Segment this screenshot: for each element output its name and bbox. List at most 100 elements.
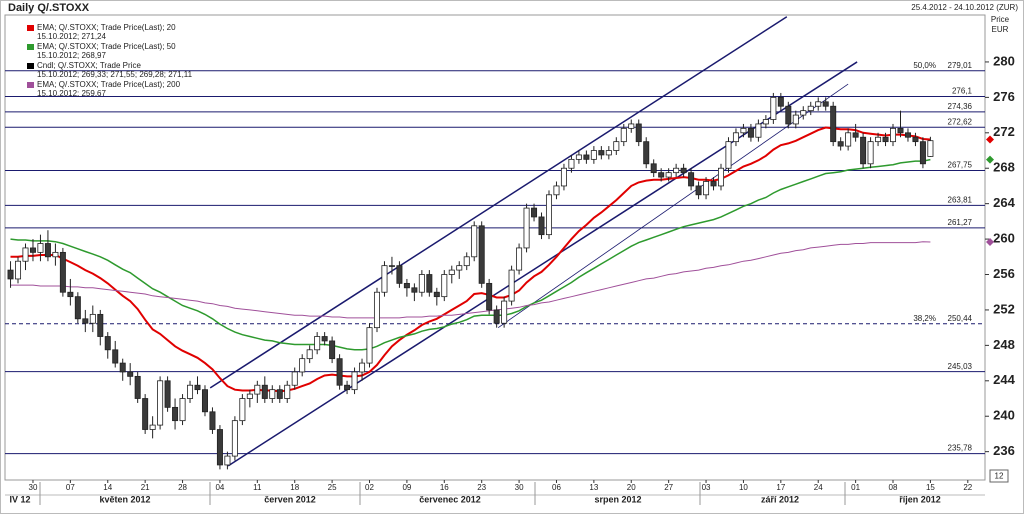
level-label: 250,44 bbox=[948, 314, 973, 323]
candle-body bbox=[231, 420, 238, 457]
x-tick-label: 11 bbox=[253, 483, 262, 492]
y-tick-label: 248 bbox=[993, 337, 1015, 352]
candle-body bbox=[426, 274, 433, 293]
y-tick-label: 244 bbox=[993, 372, 1015, 387]
candle-body bbox=[725, 141, 732, 169]
candle-body bbox=[665, 172, 672, 178]
level-label: 279,01 bbox=[948, 61, 973, 70]
candle-body bbox=[299, 358, 306, 373]
level-label: 274,36 bbox=[948, 102, 973, 111]
level-note: 38,2% bbox=[913, 314, 936, 323]
candle-body bbox=[209, 411, 216, 430]
legend-name: EMA; Q/.STOXX; Trade Price(Last); 50 bbox=[37, 42, 176, 51]
candle-body bbox=[673, 167, 680, 174]
candle-body bbox=[531, 207, 538, 218]
candle-body bbox=[97, 313, 104, 337]
candle-body bbox=[74, 296, 81, 320]
candle-body bbox=[613, 141, 620, 151]
x-tick-label: 18 bbox=[290, 483, 299, 492]
y-label: EUR bbox=[992, 25, 1009, 34]
legend-name: EMA; Q/.STOXX; Trade Price(Last); 20 bbox=[37, 23, 176, 32]
corner-box bbox=[989, 469, 1009, 483]
plot-border bbox=[4, 14, 986, 481]
y-tick-label: 280 bbox=[993, 53, 1015, 68]
month-label: červenec 2012 bbox=[419, 494, 481, 504]
candle-body bbox=[44, 243, 51, 258]
x-tick-label: 08 bbox=[889, 483, 898, 492]
y-tick-label: 264 bbox=[993, 195, 1015, 210]
candle-body bbox=[650, 163, 657, 174]
candle-body bbox=[516, 247, 523, 271]
candle-body bbox=[523, 207, 530, 249]
candle-body bbox=[875, 136, 882, 143]
candle-body bbox=[807, 105, 814, 112]
ema-line bbox=[10, 241, 931, 319]
month-label: říjen 2012 bbox=[899, 494, 941, 504]
candle-body bbox=[493, 309, 500, 324]
candle-body bbox=[89, 313, 96, 324]
candle-body bbox=[149, 424, 156, 430]
legend-detail: 15.10.2012; 268,97 bbox=[37, 51, 107, 60]
candle-body bbox=[890, 127, 897, 143]
candle-body bbox=[703, 181, 710, 196]
level-label: 235,78 bbox=[948, 444, 973, 453]
candle-body bbox=[441, 274, 448, 298]
candle-body bbox=[792, 114, 799, 125]
x-tick-label: 14 bbox=[103, 483, 112, 492]
candle-body bbox=[291, 371, 298, 386]
x-tick-label: 30 bbox=[29, 483, 38, 492]
candle-body bbox=[239, 398, 246, 422]
candle-body bbox=[359, 362, 366, 373]
month-label: září 2012 bbox=[761, 494, 799, 504]
x-tick-label: 28 bbox=[178, 483, 187, 492]
candle-body bbox=[815, 101, 822, 107]
level-label: 272,62 bbox=[948, 117, 973, 126]
candle-body bbox=[643, 141, 650, 165]
candle-body bbox=[635, 123, 642, 143]
x-tick-label: 15 bbox=[926, 483, 935, 492]
candle-body bbox=[695, 185, 702, 196]
x-tick-label: 25 bbox=[328, 483, 337, 492]
date-range: 25.4.2012 - 24.10.2012 (ZUR) bbox=[911, 3, 1018, 12]
y-tick-label: 236 bbox=[993, 443, 1015, 458]
candle-body bbox=[388, 265, 395, 267]
candle-body bbox=[800, 110, 807, 116]
legend-detail: 15.10.2012; 269,33; 271,55; 269,28; 271,… bbox=[37, 70, 193, 79]
legend-name: EMA; Q/.STOXX; Trade Price(Last); 200 bbox=[37, 80, 181, 89]
x-tick-label: 04 bbox=[215, 483, 224, 492]
candle-body bbox=[142, 398, 149, 430]
legend-name: Cndl; Q/.STOXX; Trade Price bbox=[37, 61, 141, 70]
candle-body bbox=[508, 269, 515, 302]
candle-body bbox=[605, 150, 612, 156]
candle-body bbox=[306, 349, 313, 360]
x-tick-label: 23 bbox=[477, 483, 486, 492]
level-label: 261,27 bbox=[948, 218, 973, 227]
candle-body bbox=[269, 389, 276, 399]
x-tick-label: 16 bbox=[440, 483, 449, 492]
candle-body bbox=[575, 154, 582, 160]
candle-body bbox=[344, 384, 351, 391]
candle-body bbox=[688, 172, 695, 187]
candle-body bbox=[710, 181, 717, 187]
candle-body bbox=[112, 349, 119, 364]
candle-body bbox=[127, 371, 134, 377]
candle-body bbox=[396, 265, 403, 284]
month-label: srpen 2012 bbox=[594, 494, 641, 504]
candle-body bbox=[904, 132, 911, 138]
candle-body bbox=[284, 384, 291, 399]
candle-body bbox=[194, 384, 201, 391]
candle-body bbox=[314, 336, 321, 351]
candle-body bbox=[553, 185, 560, 196]
candle-body bbox=[67, 291, 74, 298]
candle-body bbox=[29, 247, 36, 253]
month-label: červen 2012 bbox=[264, 494, 316, 504]
candle-body bbox=[927, 140, 934, 157]
x-tick-label: 02 bbox=[365, 483, 374, 492]
candle-body bbox=[246, 393, 253, 399]
candle-body bbox=[620, 127, 627, 143]
candle-body bbox=[172, 406, 179, 422]
candle-body bbox=[912, 136, 919, 143]
candle-body bbox=[486, 282, 493, 311]
candle-body bbox=[568, 158, 575, 169]
